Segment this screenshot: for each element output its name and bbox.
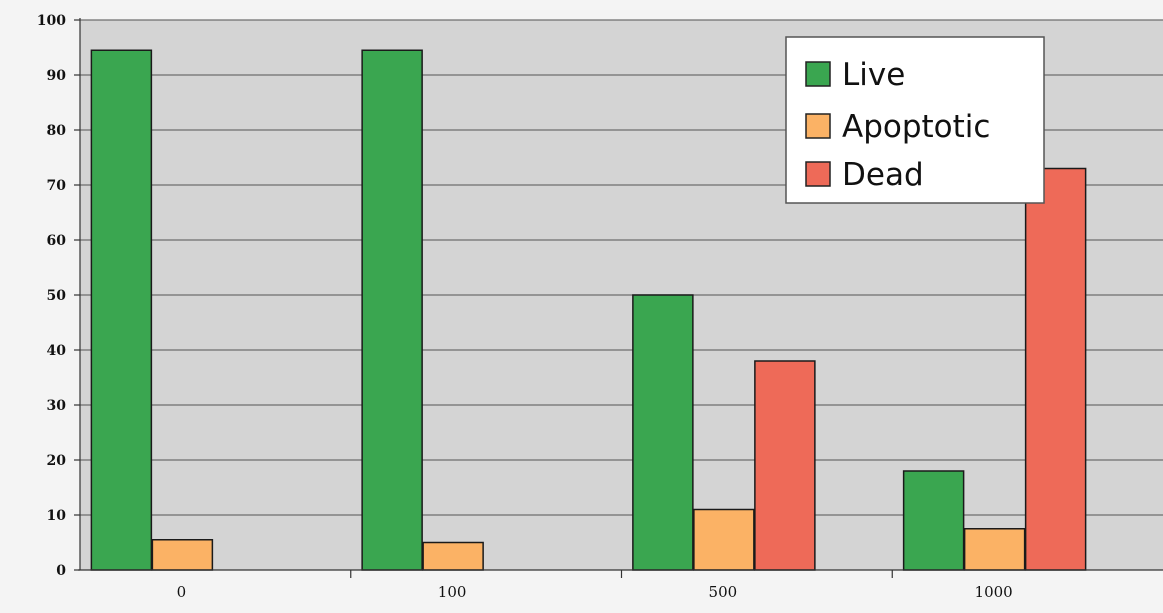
y-tick-label: 100 — [37, 13, 66, 29]
y-tick-label: 30 — [47, 398, 67, 414]
y-tick-labels: 0 10 20 30 40 50 60 70 80 90 100 — [37, 13, 80, 579]
legend: Live Apoptotic Dead — [785, 36, 1045, 204]
bar-apoptotic-100 — [422, 541, 484, 571]
legend-label-dead: Dead — [842, 157, 924, 193]
bar-apoptotic-0 — [151, 539, 214, 571]
legend-swatch-dead — [805, 161, 831, 187]
y-tick-label: 90 — [47, 68, 67, 84]
x-tick-label: 100 — [438, 583, 467, 601]
y-tick-label: 20 — [47, 453, 67, 469]
bar-apoptotic-1000 — [963, 528, 1026, 571]
bar-live-0 — [90, 49, 153, 571]
bar-dead-500 — [754, 360, 816, 571]
y-tick-label: 40 — [47, 343, 67, 359]
x-tick-label: 1000 — [975, 583, 1013, 601]
y-tick-label: 60 — [47, 233, 67, 249]
legend-label-live: Live — [842, 57, 905, 93]
bar-live-500 — [632, 294, 694, 571]
bar-apoptotic-500 — [693, 508, 755, 571]
bar-live-1000 — [902, 470, 965, 571]
legend-swatch-apoptotic — [805, 113, 831, 139]
y-tick-label: 50 — [47, 288, 67, 304]
y-tick-label: 10 — [47, 508, 67, 524]
legend-swatch-live — [805, 61, 831, 87]
y-tick-label: 70 — [47, 178, 67, 194]
bar-live-100 — [361, 49, 423, 571]
y-tick-label: 80 — [47, 123, 67, 139]
y-tick-label: 0 — [56, 563, 66, 579]
x-tick-labels: 0 100 500 1000 — [177, 570, 1013, 601]
x-tick-label: 500 — [709, 583, 738, 601]
x-tick-label: 0 — [177, 583, 187, 601]
legend-label-apoptotic: Apoptotic — [842, 109, 990, 145]
bars-group — [90, 49, 1087, 571]
bar-dead-1000 — [1024, 167, 1087, 571]
